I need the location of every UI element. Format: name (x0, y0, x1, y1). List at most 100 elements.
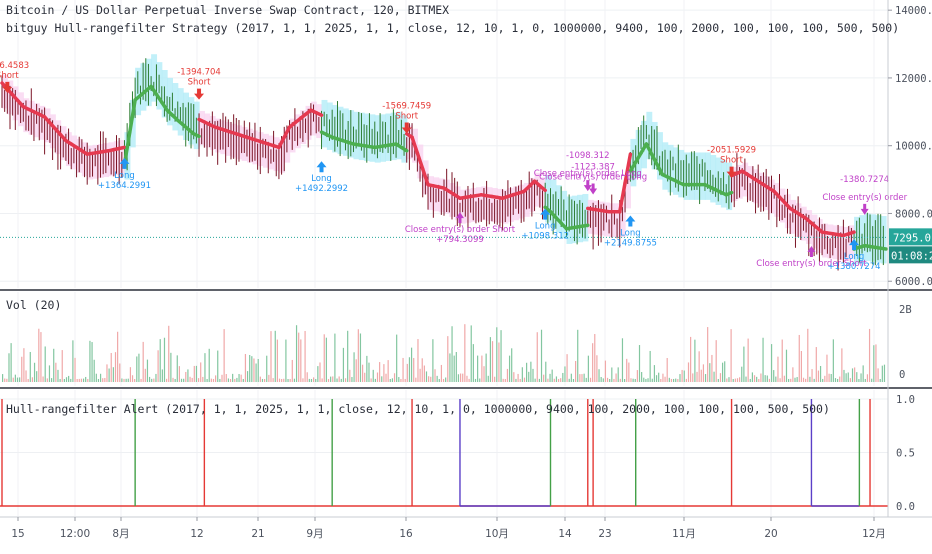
volume-bar (817, 370, 820, 382)
volume-bar (641, 372, 643, 382)
volume-bar (871, 378, 873, 382)
volume-bar (860, 373, 862, 382)
volume-bar (50, 378, 53, 382)
volume-bar (176, 355, 178, 382)
long-marker-arrow (849, 239, 860, 251)
volume-bar (102, 378, 104, 382)
volume-bar (830, 374, 832, 382)
volume-bar (155, 373, 157, 382)
volume-bar (854, 367, 856, 382)
volume-bars (2, 324, 886, 382)
symbol-title: Bitcoin / US Dollar Perpetual Inverse Sw… (6, 3, 450, 17)
volume-bar (374, 378, 376, 382)
volume-bar (44, 346, 46, 382)
volume-bar (340, 378, 342, 382)
long-marker-arrow (316, 161, 327, 173)
volume-bar (449, 353, 451, 382)
close-marker-arrow (583, 180, 592, 192)
volume-bar (210, 378, 212, 382)
volume-bar (136, 356, 138, 382)
volume-bar (202, 376, 204, 382)
volume-bar (477, 355, 479, 382)
volume-bar (760, 373, 762, 382)
close-marker-label: Close entry(s) order Long (539, 173, 647, 183)
volume-bar (828, 373, 830, 382)
volume-bar (736, 378, 739, 382)
volume-bar (564, 366, 566, 382)
current-price-label: 7295.0 (893, 232, 931, 244)
long-marker-label: Long (535, 222, 556, 232)
volume-bar (257, 358, 259, 382)
volume-bar (108, 368, 110, 382)
volume-bar (68, 375, 70, 382)
volume-bar (868, 328, 871, 382)
volume-bar (862, 365, 864, 382)
volume-bar (327, 378, 330, 382)
time-tick-label: 9月 (306, 528, 323, 540)
volume-bar (308, 378, 310, 382)
volume-bar (843, 369, 845, 382)
volume-bar (174, 378, 176, 382)
short-marker-arrow (194, 88, 205, 100)
time-tick-label: 16 (399, 528, 413, 540)
volume-bar (268, 374, 270, 382)
volume-bar (851, 368, 854, 382)
volume-bar (592, 343, 594, 382)
volume-bar (334, 333, 336, 382)
volume-bar (197, 378, 200, 382)
close-marker-arrow (589, 183, 598, 195)
long-marker-arrow (625, 215, 636, 227)
volume-bar (796, 377, 798, 382)
trend-long-segment (655, 162, 665, 177)
volume-bar (55, 362, 57, 382)
volume-bar (734, 378, 736, 382)
volume-bar (457, 374, 460, 382)
volume-bar (389, 378, 391, 382)
volume-bar (638, 345, 641, 382)
volume-bar (743, 346, 745, 382)
volume-bar (440, 364, 443, 382)
trend-long-segment (644, 142, 654, 156)
volume-bar (281, 378, 283, 382)
volume-bar (621, 338, 624, 382)
volume-bar (406, 363, 408, 382)
volume-bar (59, 378, 61, 382)
volume-bar (481, 355, 483, 382)
volume-bar (623, 378, 626, 382)
volume-bar (553, 378, 555, 382)
volume-bar (609, 378, 611, 382)
volume-bar (304, 330, 306, 382)
volume-bar (651, 378, 653, 382)
volume-bar (800, 350, 802, 382)
volume-bar (785, 349, 788, 382)
volume-bar (856, 372, 858, 382)
time-tick-label: 12:00 (60, 528, 90, 540)
volume-bar (647, 378, 649, 382)
volume-bar (534, 378, 536, 382)
volume-bar (434, 369, 436, 382)
price-tick-label: 14000.0 (895, 5, 932, 17)
volume-bar (387, 360, 389, 382)
volume-bar (468, 378, 470, 382)
volume-bar (38, 328, 40, 382)
close-marker-label: Close entry(s) order Long (534, 169, 642, 179)
trade-markers[interactable]: Short-666.4583Long+1364.2991Short-1394.7… (0, 61, 908, 272)
volume-bar (632, 378, 634, 382)
volume-bar (6, 378, 8, 382)
volume-bar (615, 373, 617, 382)
volume-bar (140, 378, 142, 382)
trend-short-segment (846, 230, 856, 236)
volume-bar (57, 369, 59, 382)
long-marker-profit: +1380.7274 (828, 262, 881, 272)
volume-bar (726, 378, 728, 382)
long-marker-profit: +1364.2991 (98, 181, 151, 191)
volume-bar (783, 375, 785, 382)
short-marker-arrow (726, 166, 737, 178)
volume-bar (583, 373, 585, 382)
volume-bar (110, 352, 112, 382)
countdown-label: 01:08:24 (891, 250, 932, 262)
trend-short-segment (410, 135, 420, 155)
trend-long-segment (649, 152, 659, 167)
volume-bar (161, 369, 163, 382)
